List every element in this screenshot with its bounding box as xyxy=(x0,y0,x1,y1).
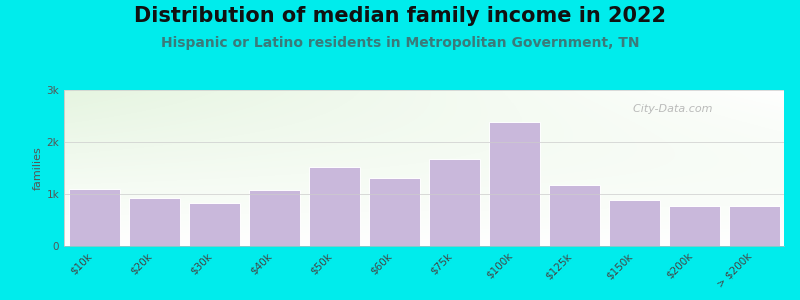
Bar xyxy=(309,167,359,246)
Bar xyxy=(609,200,659,246)
Bar xyxy=(249,190,299,246)
Bar xyxy=(669,206,719,246)
Bar xyxy=(729,206,779,246)
Bar xyxy=(549,184,599,246)
Text: Distribution of median family income in 2022: Distribution of median family income in … xyxy=(134,6,666,26)
Bar xyxy=(129,198,179,246)
Bar xyxy=(69,189,119,246)
Text: City-Data.com: City-Data.com xyxy=(626,104,712,114)
Bar xyxy=(189,203,239,246)
Y-axis label: families: families xyxy=(32,146,42,190)
Bar xyxy=(429,159,479,246)
Text: Hispanic or Latino residents in Metropolitan Government, TN: Hispanic or Latino residents in Metropol… xyxy=(161,36,639,50)
Bar xyxy=(369,178,419,246)
Bar xyxy=(489,122,539,246)
